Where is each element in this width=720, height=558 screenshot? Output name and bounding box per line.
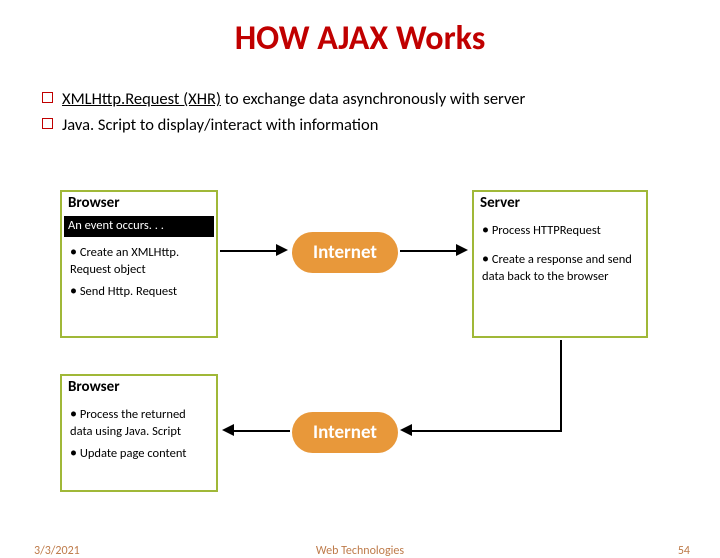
ajax-flow-diagram: Browser An event occurs. . . • Create an…: [60, 190, 660, 500]
arrow-line: [412, 430, 478, 432]
arrow-head-icon: [276, 244, 288, 256]
internet-pill-bottom: Internet: [292, 412, 398, 453]
browser-box-top: Browser An event occurs. . . • Create an…: [60, 190, 218, 338]
square-bullet-icon: [42, 118, 53, 129]
arrow-line: [400, 250, 456, 252]
arrow-line: [560, 340, 562, 430]
bullet-text: XMLHttp.Request (XHR) to exchange data a…: [62, 87, 525, 113]
box-item: • Update page content: [70, 444, 208, 463]
slide-title: HOW AJAX Works: [0, 18, 720, 59]
box-title: Server: [474, 192, 646, 214]
box-title: Browser: [62, 376, 216, 398]
box-title: Browser: [62, 192, 216, 214]
footer-page-number: 54: [678, 544, 690, 558]
arrow-head-icon: [456, 244, 468, 256]
arrow-line: [220, 250, 276, 252]
arrow-head-icon: [400, 424, 412, 436]
box-body: • Process HTTPRequest • Create a respons…: [474, 214, 646, 297]
server-box: Server • Process HTTPRequest • Create a …: [472, 190, 648, 338]
arrow-line: [478, 430, 562, 432]
internet-pill-top: Internet: [292, 232, 398, 273]
square-bullet-icon: [42, 92, 53, 103]
bullet-item: XMLHttp.Request (XHR) to exchange data a…: [42, 87, 720, 113]
box-item: • Create a response and send data back t…: [482, 250, 638, 286]
event-label: An event occurs. . .: [64, 216, 214, 237]
arrow-line: [234, 430, 290, 432]
arrow-head-icon: [222, 424, 234, 436]
footer-title: Web Technologies: [0, 544, 720, 558]
box-body: An event occurs. . . • Create an XMLHttp…: [62, 214, 216, 312]
browser-box-bottom: Browser • Process the returned data usin…: [60, 374, 218, 492]
box-body: • Process the returned data using Java. …: [62, 398, 216, 474]
bullet-list: XMLHttp.Request (XHR) to exchange data a…: [42, 87, 720, 138]
box-item: • Create an XMLHttp. Request object: [70, 243, 208, 279]
box-item: • Process the returned data using Java. …: [70, 405, 208, 441]
bullet-text: Java. Script to display/interact with in…: [62, 113, 378, 139]
bullet-rest: to exchange data asynchronously with ser…: [221, 89, 525, 109]
bullet-underlined: XMLHttp.Request (XHR): [62, 89, 221, 109]
box-item: • Process HTTPRequest: [482, 221, 638, 240]
bullet-item: Java. Script to display/interact with in…: [42, 113, 720, 139]
box-item: • Send Http. Request: [70, 282, 208, 301]
